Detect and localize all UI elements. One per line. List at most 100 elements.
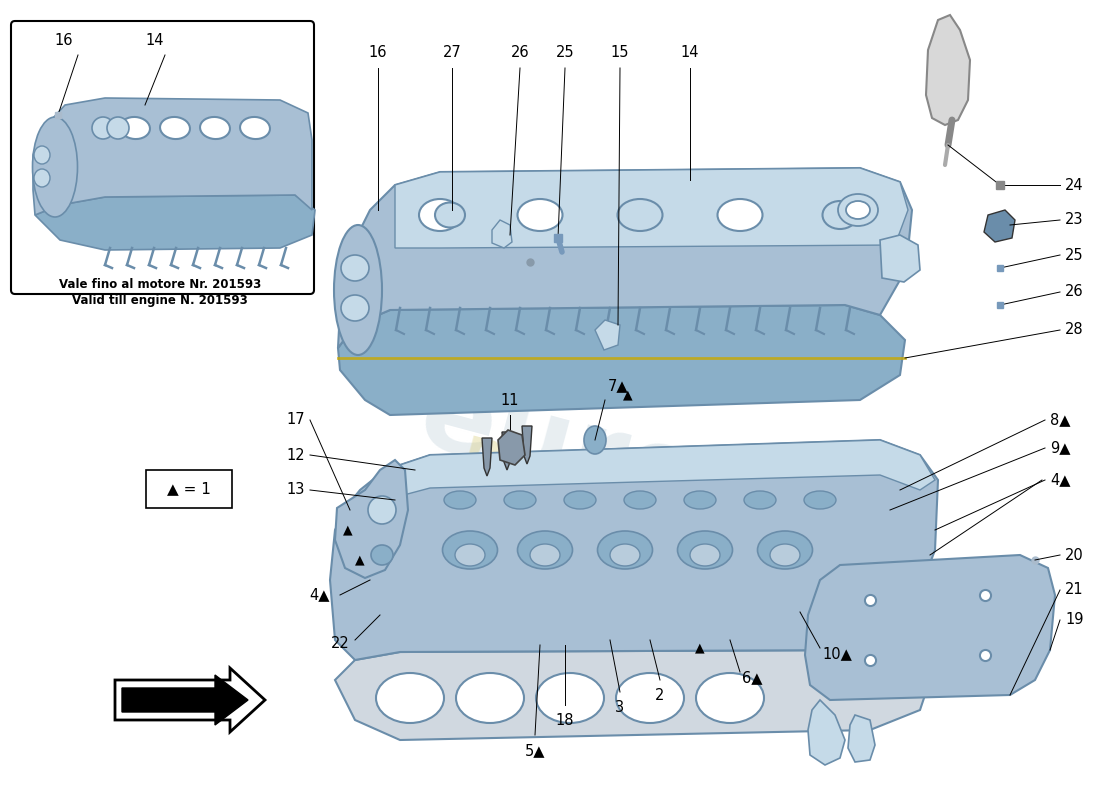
Ellipse shape xyxy=(584,426,606,454)
Polygon shape xyxy=(805,555,1055,700)
Ellipse shape xyxy=(678,531,733,569)
Ellipse shape xyxy=(804,491,836,509)
Text: 11: 11 xyxy=(500,393,519,408)
Ellipse shape xyxy=(92,117,114,139)
Polygon shape xyxy=(33,98,312,215)
Text: 25: 25 xyxy=(1065,247,1084,262)
Text: 7▲: 7▲ xyxy=(608,378,628,393)
Text: 19: 19 xyxy=(1065,613,1084,627)
Ellipse shape xyxy=(530,544,560,566)
Text: 10▲: 10▲ xyxy=(822,646,851,662)
Ellipse shape xyxy=(120,117,150,139)
Polygon shape xyxy=(492,220,512,248)
Ellipse shape xyxy=(442,531,497,569)
Text: 25: 25 xyxy=(556,45,574,60)
Text: 28: 28 xyxy=(1065,322,1084,338)
Text: 2: 2 xyxy=(656,688,664,703)
Text: euro: euro xyxy=(408,362,712,538)
Text: ▲: ▲ xyxy=(695,642,705,654)
Ellipse shape xyxy=(240,117,270,139)
Text: 4▲: 4▲ xyxy=(309,587,330,602)
Polygon shape xyxy=(926,15,970,125)
Polygon shape xyxy=(595,320,620,350)
Ellipse shape xyxy=(770,544,800,566)
Text: 8▲: 8▲ xyxy=(1050,413,1070,427)
Polygon shape xyxy=(338,305,905,415)
Ellipse shape xyxy=(690,544,721,566)
Polygon shape xyxy=(502,432,512,470)
Polygon shape xyxy=(385,440,935,500)
Ellipse shape xyxy=(34,146,50,164)
Ellipse shape xyxy=(455,544,485,566)
Polygon shape xyxy=(880,235,920,282)
Text: 13: 13 xyxy=(287,482,305,498)
Polygon shape xyxy=(338,168,912,348)
Ellipse shape xyxy=(341,255,368,281)
Ellipse shape xyxy=(536,673,604,723)
Polygon shape xyxy=(482,438,492,476)
Ellipse shape xyxy=(616,673,684,723)
Ellipse shape xyxy=(717,199,762,231)
Text: 18: 18 xyxy=(556,713,574,728)
Ellipse shape xyxy=(107,117,129,139)
Text: 23: 23 xyxy=(1065,213,1084,227)
Text: ▲: ▲ xyxy=(343,523,353,537)
Text: 22: 22 xyxy=(331,635,350,650)
Text: 14: 14 xyxy=(145,33,164,48)
Ellipse shape xyxy=(696,673,764,723)
Ellipse shape xyxy=(758,531,813,569)
Ellipse shape xyxy=(444,491,476,509)
Polygon shape xyxy=(35,195,315,250)
Text: ▲: ▲ xyxy=(355,554,365,566)
Ellipse shape xyxy=(744,491,775,509)
Ellipse shape xyxy=(368,496,396,524)
Ellipse shape xyxy=(610,544,640,566)
Ellipse shape xyxy=(838,194,878,226)
Text: Valid till engine N. 201593: Valid till engine N. 201593 xyxy=(73,294,248,307)
Text: 3: 3 xyxy=(615,700,625,715)
Ellipse shape xyxy=(456,673,524,723)
Ellipse shape xyxy=(564,491,596,509)
Polygon shape xyxy=(122,675,248,725)
Text: 9▲: 9▲ xyxy=(1050,441,1070,455)
Ellipse shape xyxy=(34,169,50,187)
Text: 26: 26 xyxy=(1065,285,1084,299)
Polygon shape xyxy=(984,210,1015,242)
FancyBboxPatch shape xyxy=(11,21,313,294)
Polygon shape xyxy=(336,650,930,740)
Text: 15: 15 xyxy=(610,45,629,60)
Polygon shape xyxy=(498,430,525,465)
Ellipse shape xyxy=(846,201,870,219)
Text: 17: 17 xyxy=(286,413,305,427)
Text: 27: 27 xyxy=(442,45,461,60)
Text: 16: 16 xyxy=(55,33,74,48)
Text: 16: 16 xyxy=(368,45,387,60)
Ellipse shape xyxy=(823,201,858,229)
Polygon shape xyxy=(116,668,265,732)
Ellipse shape xyxy=(160,117,190,139)
Ellipse shape xyxy=(517,199,562,231)
Polygon shape xyxy=(330,440,938,660)
Text: 24: 24 xyxy=(1065,178,1084,193)
Ellipse shape xyxy=(419,199,461,231)
Text: ▲ = 1: ▲ = 1 xyxy=(167,482,211,497)
Polygon shape xyxy=(522,426,532,464)
Ellipse shape xyxy=(517,531,572,569)
Ellipse shape xyxy=(434,202,465,227)
Polygon shape xyxy=(848,715,874,762)
Text: 20: 20 xyxy=(1065,547,1084,562)
Ellipse shape xyxy=(504,491,536,509)
Text: 5▲: 5▲ xyxy=(525,743,546,758)
Text: 14: 14 xyxy=(681,45,700,60)
Text: 4▲: 4▲ xyxy=(1050,473,1070,487)
Ellipse shape xyxy=(624,491,656,509)
Text: Vale fino al motore Nr. 201593: Vale fino al motore Nr. 201593 xyxy=(59,278,261,291)
Ellipse shape xyxy=(376,673,444,723)
Ellipse shape xyxy=(334,225,382,355)
Text: 6▲: 6▲ xyxy=(742,670,762,686)
Ellipse shape xyxy=(33,117,77,217)
Text: passion parts: passion parts xyxy=(459,423,861,577)
Ellipse shape xyxy=(684,491,716,509)
Text: 26: 26 xyxy=(510,45,529,60)
Ellipse shape xyxy=(617,199,662,231)
